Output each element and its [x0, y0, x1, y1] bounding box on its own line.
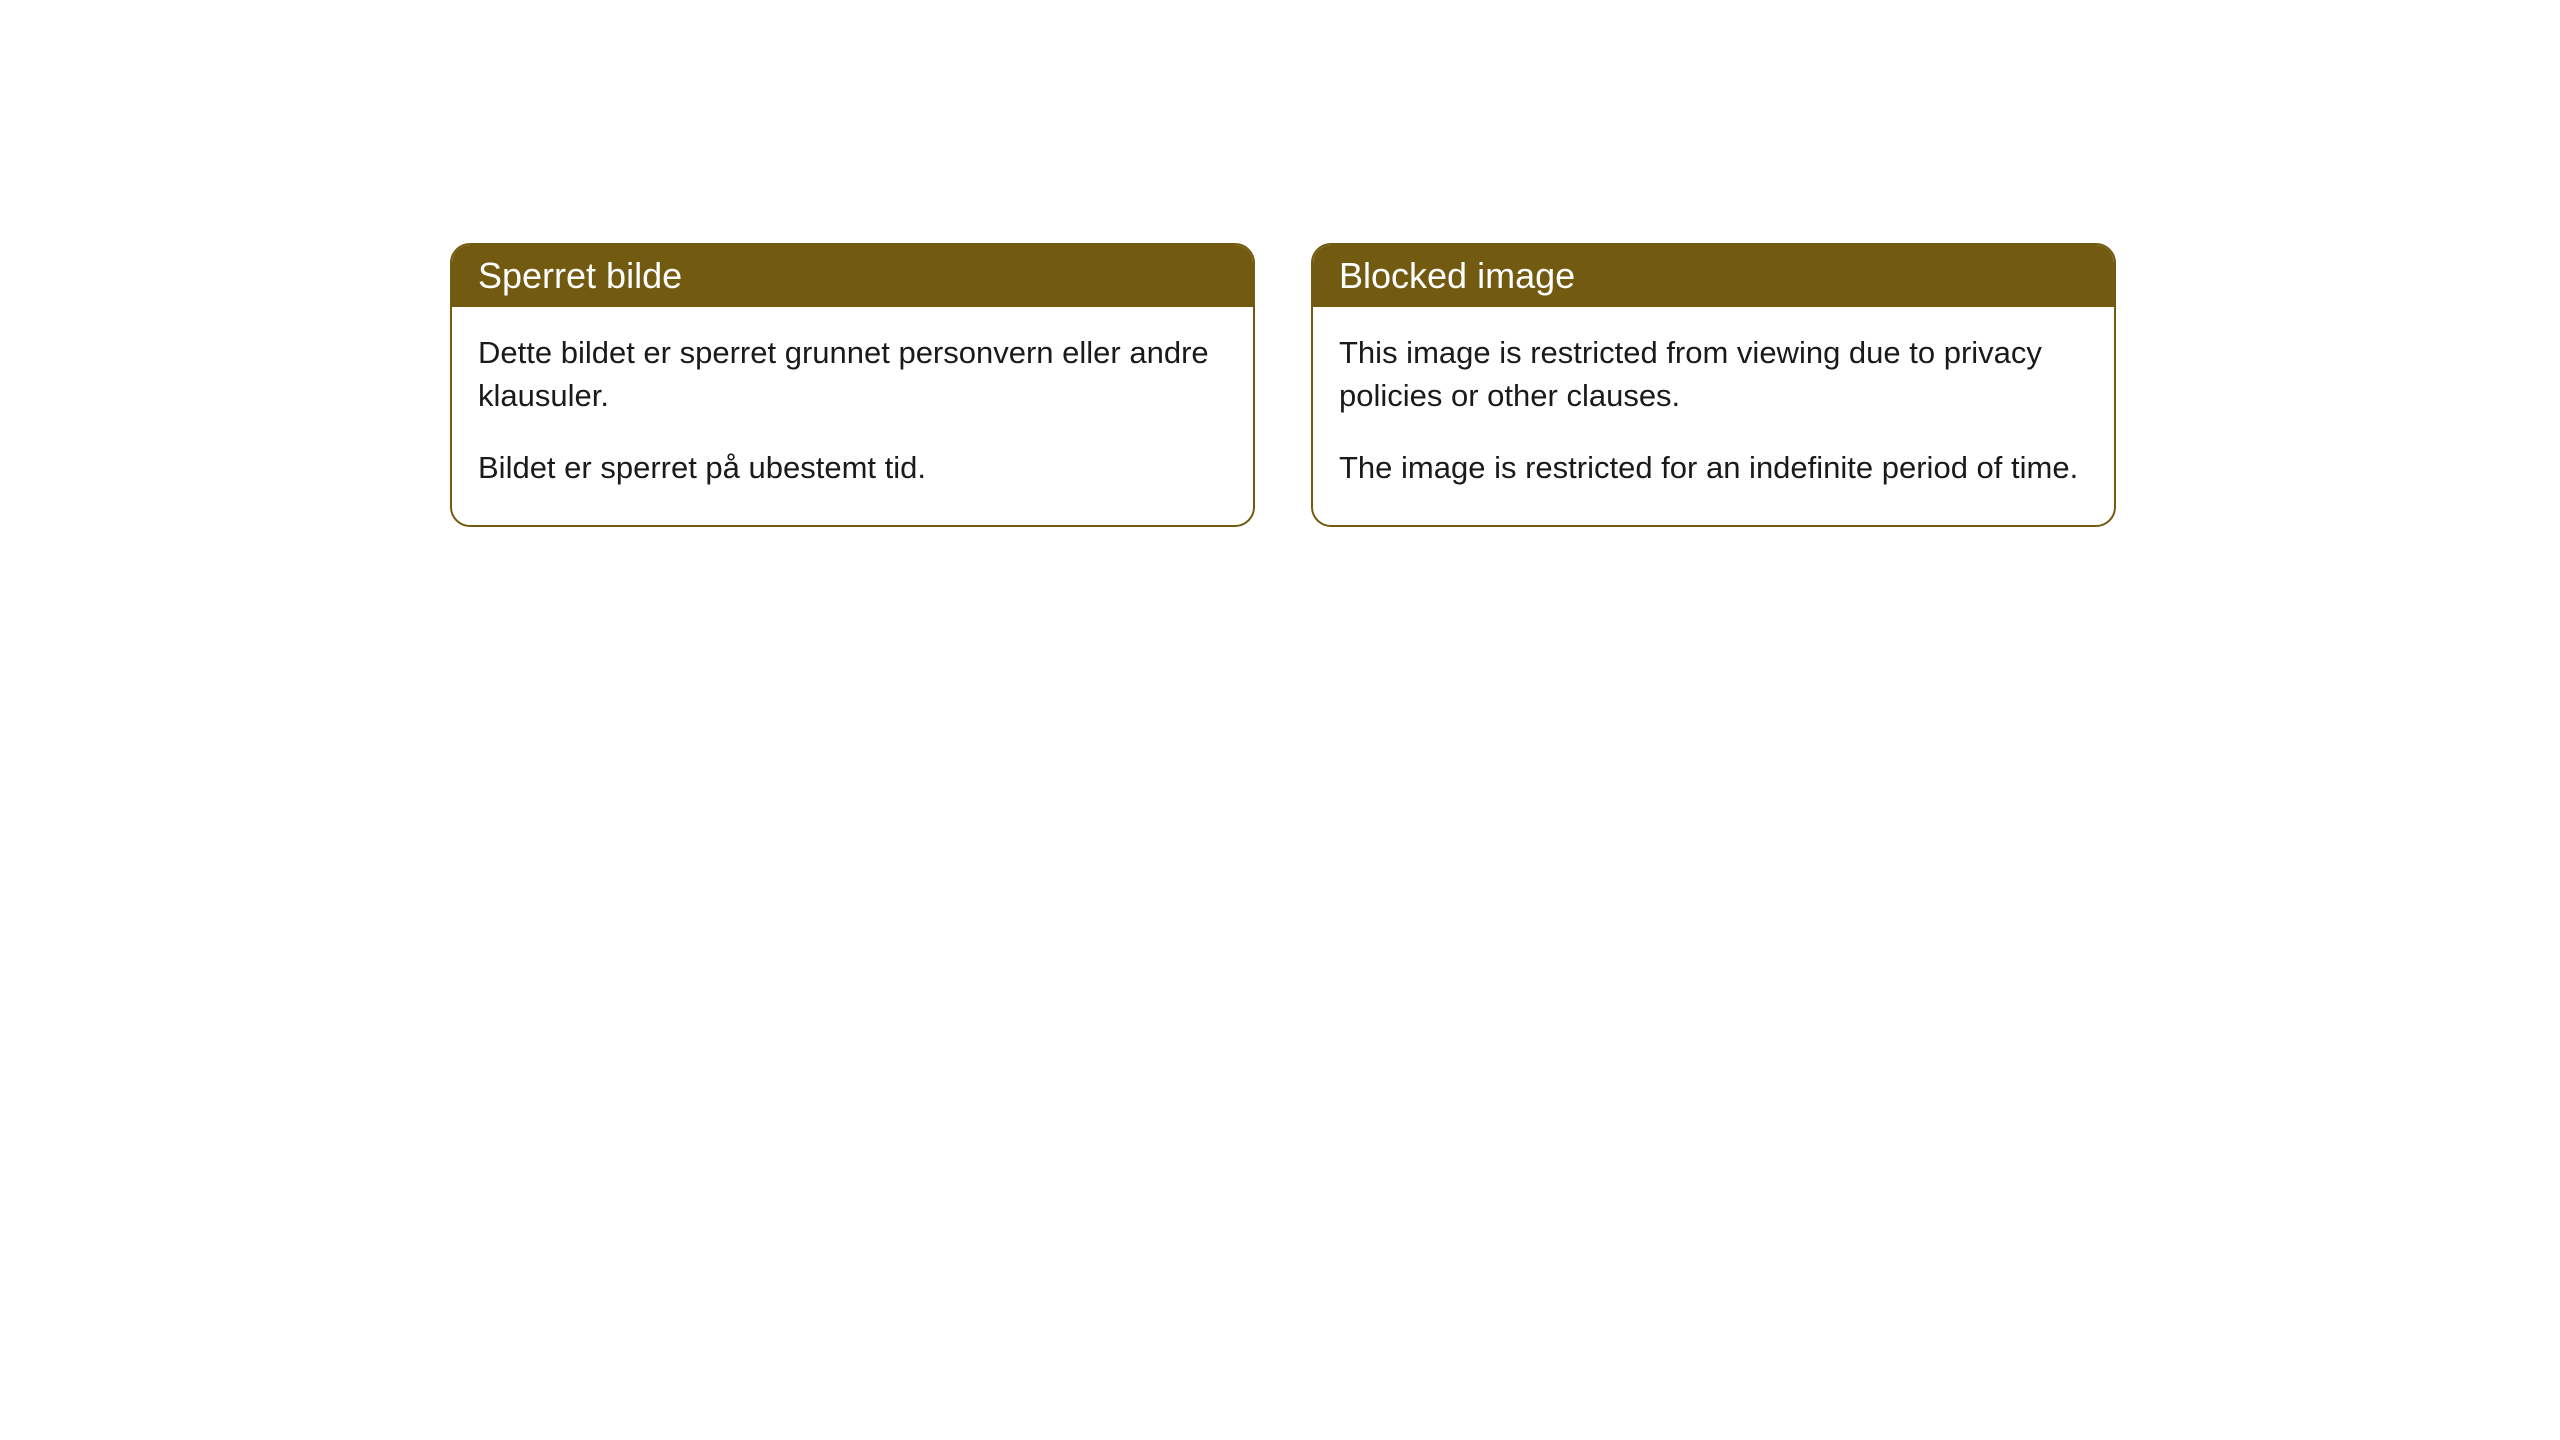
card-body-english: This image is restricted from viewing du…: [1313, 307, 2114, 525]
card-header-english: Blocked image: [1313, 245, 2114, 307]
card-text-english-2: The image is restricted for an indefinit…: [1339, 446, 2088, 489]
card-body-norwegian: Dette bildet er sperret grunnet personve…: [452, 307, 1253, 525]
cards-container: Sperret bilde Dette bildet er sperret gr…: [450, 243, 2116, 527]
card-text-norwegian-2: Bildet er sperret på ubestemt tid.: [478, 446, 1227, 489]
card-header-norwegian: Sperret bilde: [452, 245, 1253, 307]
card-title-english: Blocked image: [1339, 255, 1575, 296]
card-title-norwegian: Sperret bilde: [478, 255, 682, 296]
card-english: Blocked image This image is restricted f…: [1311, 243, 2116, 527]
card-text-norwegian-1: Dette bildet er sperret grunnet personve…: [478, 331, 1227, 418]
card-text-english-1: This image is restricted from viewing du…: [1339, 331, 2088, 418]
card-norwegian: Sperret bilde Dette bildet er sperret gr…: [450, 243, 1255, 527]
